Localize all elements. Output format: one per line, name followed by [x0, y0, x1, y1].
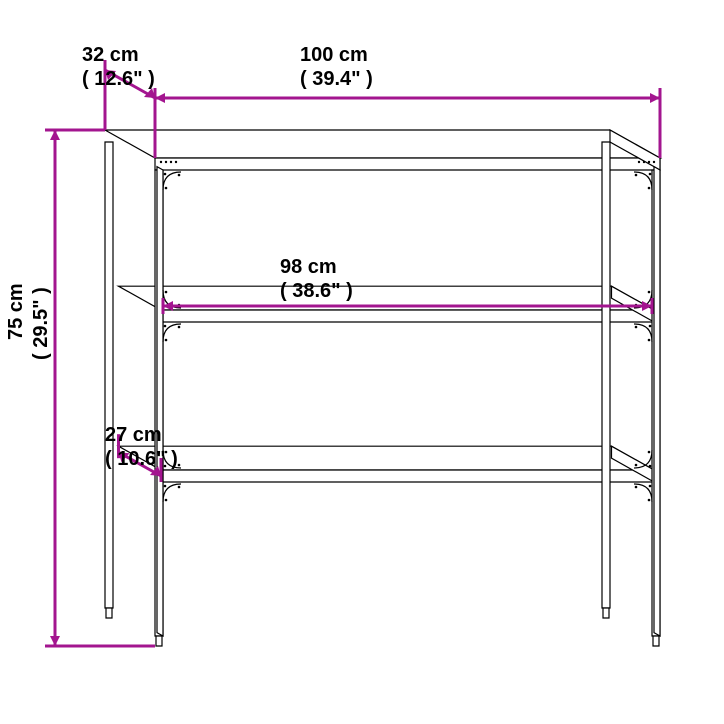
label-depth-cm: 32 cm — [82, 44, 139, 67]
label-shelf-width-cm: 98 cm — [280, 256, 337, 279]
label-depth-in: ( 12.6" ) — [82, 68, 155, 91]
label-width-in: ( 39.4" ) — [300, 68, 373, 91]
drawing-canvas — [0, 0, 724, 724]
label-width-cm: 100 cm — [300, 44, 368, 67]
label-height-in: ( 29.5" ) — [30, 287, 53, 360]
label-shelf-depth-in: ( 10.6" ) — [105, 448, 178, 471]
label-shelf-depth-cm: 27 cm — [105, 424, 162, 447]
label-shelf-width-in: ( 38.6" ) — [280, 280, 353, 303]
label-height-cm: 75 cm — [5, 283, 28, 340]
